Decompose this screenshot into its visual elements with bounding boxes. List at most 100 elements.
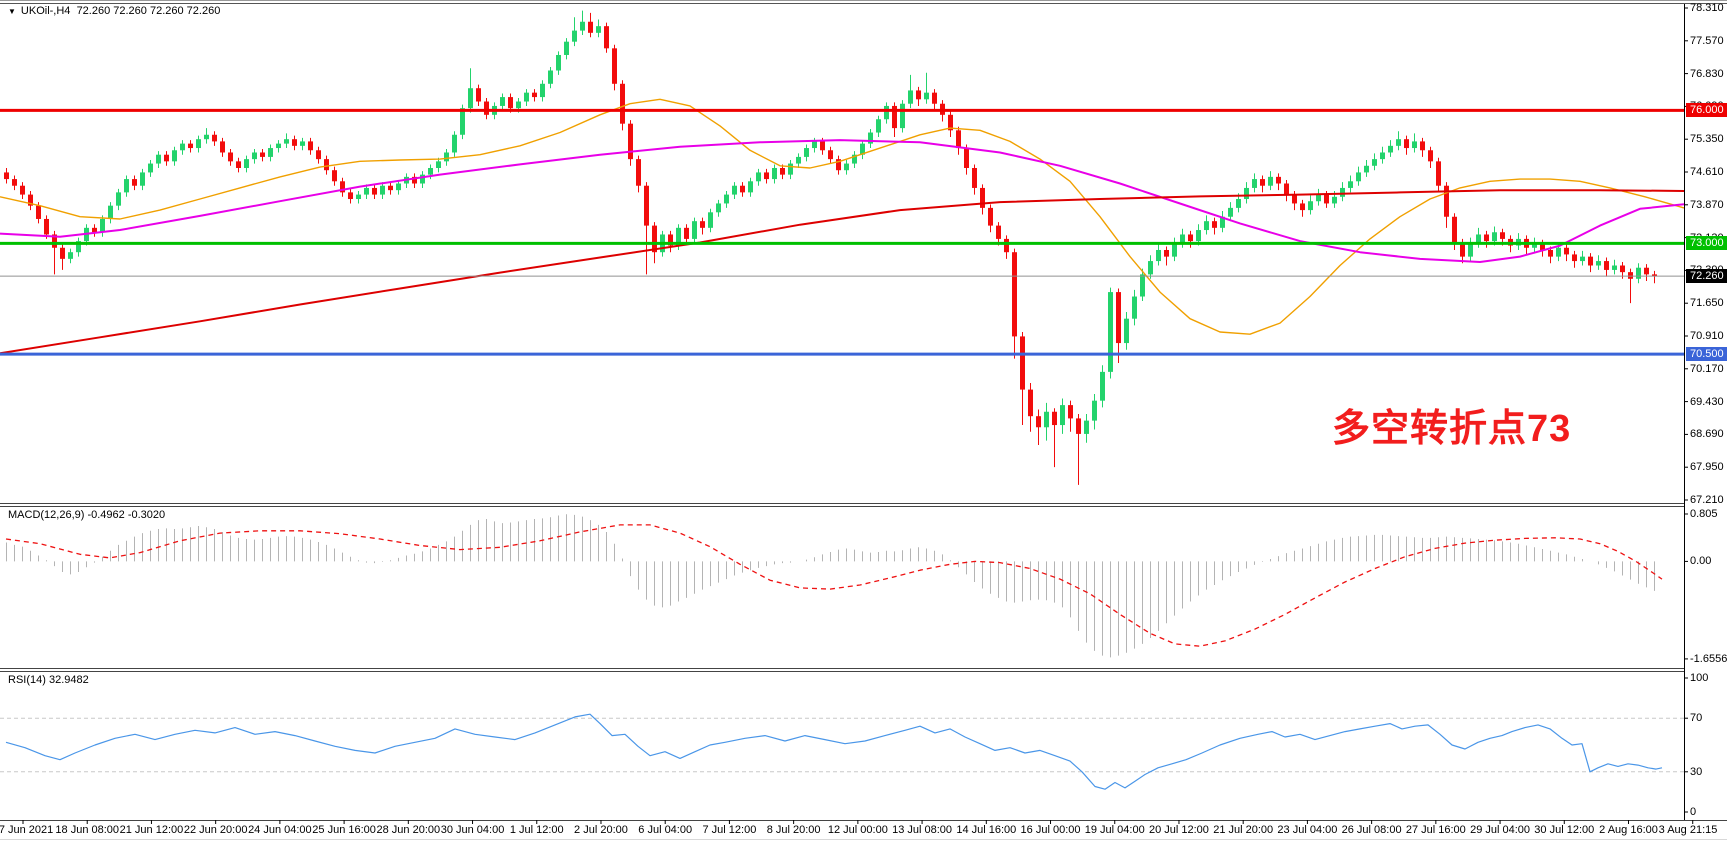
candle-body: [1180, 234, 1185, 244]
ma-fast-orange: [0, 98, 1685, 335]
candle-body: [716, 203, 721, 213]
candle-body: [348, 192, 353, 200]
macd-tick-label: 0.00: [1690, 555, 1712, 568]
candle-body: [1260, 179, 1265, 186]
candle-body: [1108, 292, 1113, 372]
candle-body: [364, 187, 369, 195]
candle-body: [124, 179, 129, 193]
candle-body: [156, 154, 161, 164]
rsi-indicator-label: RSI(14) 32.9482: [8, 674, 89, 686]
time-tick-label: 20 Jul 12:00: [1148, 824, 1209, 836]
candle-body: [1228, 207, 1233, 217]
candle-body: [476, 88, 481, 102]
candle-body: [612, 48, 617, 84]
candle-body: [1540, 243, 1545, 250]
candle-body: [812, 141, 817, 149]
time-tick-label: 17 Jun 2021: [0, 824, 54, 836]
candle-body: [1196, 230, 1201, 242]
candle-body: [340, 181, 345, 193]
candle-body: [324, 159, 329, 171]
candle-body: [500, 97, 505, 106]
candle-body: [788, 163, 793, 175]
candle-body: [1060, 405, 1065, 426]
candle-body: [1132, 296, 1137, 319]
candle-body: [1340, 187, 1345, 197]
candle-body: [260, 152, 265, 157]
price-tick-label: 75.350: [1690, 133, 1724, 146]
candle-body: [60, 247, 65, 259]
candle-body: [564, 41, 569, 55]
time-tick-label: 21 Jun 12:00: [119, 824, 184, 836]
candle-body: [116, 192, 121, 206]
candle-body: [4, 172, 9, 180]
candle-body: [1140, 274, 1145, 297]
candle-body: [20, 185, 25, 195]
time-tick-label: 6 Jul 04:00: [638, 824, 693, 836]
time-tick-label: 14 Jul 16:00: [956, 824, 1017, 836]
symbol-collapse-icon[interactable]: ▼: [8, 7, 16, 16]
candle-body: [284, 139, 289, 144]
candle-body: [1444, 185, 1449, 217]
candle-body: [252, 152, 257, 160]
price-tick-label: 70.170: [1690, 362, 1724, 375]
candle-body: [1500, 232, 1505, 239]
time-tick-label: 27 Jul 16:00: [1405, 824, 1466, 836]
time-tick-label: 1 Jul 12:00: [509, 824, 564, 836]
candle-body: [1292, 194, 1297, 204]
rsi-tick-label: 100: [1690, 672, 1709, 684]
time-tick-label: 25 Jun 16:00: [312, 824, 376, 836]
candle-body: [1428, 150, 1433, 162]
candle-body: [980, 187, 985, 208]
candle-body: [212, 134, 217, 142]
candle-body: [1084, 420, 1089, 434]
candle-body: [1348, 181, 1353, 188]
candle-body: [484, 101, 489, 115]
price-tick-label: 67.950: [1690, 461, 1724, 474]
candle-body: [572, 30, 577, 42]
candle-body: [1012, 252, 1017, 337]
candle-body: [1484, 234, 1489, 242]
rsi-line: [5, 713, 1663, 790]
candle-body: [1068, 405, 1073, 419]
candle-body: [924, 92, 929, 100]
candle-body: [1412, 141, 1417, 149]
candle-body: [724, 194, 729, 204]
candle-body: [1388, 145, 1393, 153]
price-tick-label: 73.870: [1690, 198, 1724, 211]
candle-body: [1404, 139, 1409, 149]
candle-body: [932, 92, 937, 104]
candle-body: [1532, 243, 1537, 248]
candle-body: [636, 159, 641, 186]
candle-body: [1276, 176, 1281, 184]
candle-body: [1052, 411, 1057, 426]
candle-body: [1236, 199, 1241, 208]
chart-text-annotation[interactable]: 多空转折点73: [1332, 408, 1572, 450]
candle-body: [580, 21, 585, 31]
candle-body: [276, 143, 281, 149]
candle-body: [1212, 221, 1217, 228]
time-tick-label: 30 Jun 04:00: [440, 824, 505, 836]
price-tick-label: 77.570: [1690, 34, 1724, 47]
price-tick-label: 69.430: [1690, 395, 1724, 408]
time-tick-label: 29 Jul 04:00: [1470, 824, 1531, 836]
candle-body: [1100, 371, 1105, 401]
candle-body: [692, 221, 697, 239]
candle-body: [1460, 243, 1465, 257]
candle-body: [860, 143, 865, 155]
price-badge-72260: 72.260: [1686, 269, 1727, 284]
candle-body: [292, 139, 297, 146]
time-tick-label: 8 Jul 20:00: [766, 824, 821, 836]
rsi-tick-label: 30: [1690, 765, 1703, 778]
candle-body: [1204, 221, 1209, 231]
candle-body: [444, 152, 449, 162]
candle-body: [380, 185, 385, 195]
candle-body: [516, 101, 521, 109]
candle-body: [1244, 187, 1249, 200]
candle-body: [372, 187, 377, 195]
candle-body: [1620, 265, 1625, 273]
candle-body: [532, 92, 537, 98]
candle-body: [844, 163, 849, 171]
candle-body: [1612, 265, 1617, 270]
